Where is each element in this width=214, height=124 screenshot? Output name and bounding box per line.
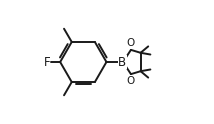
Text: F: F: [44, 56, 50, 68]
Text: B: B: [118, 56, 126, 68]
Text: O: O: [127, 76, 135, 86]
Text: O: O: [127, 38, 135, 48]
